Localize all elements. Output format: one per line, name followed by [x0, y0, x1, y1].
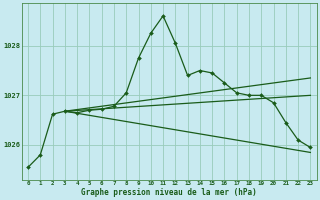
X-axis label: Graphe pression niveau de la mer (hPa): Graphe pression niveau de la mer (hPa)	[81, 188, 257, 197]
